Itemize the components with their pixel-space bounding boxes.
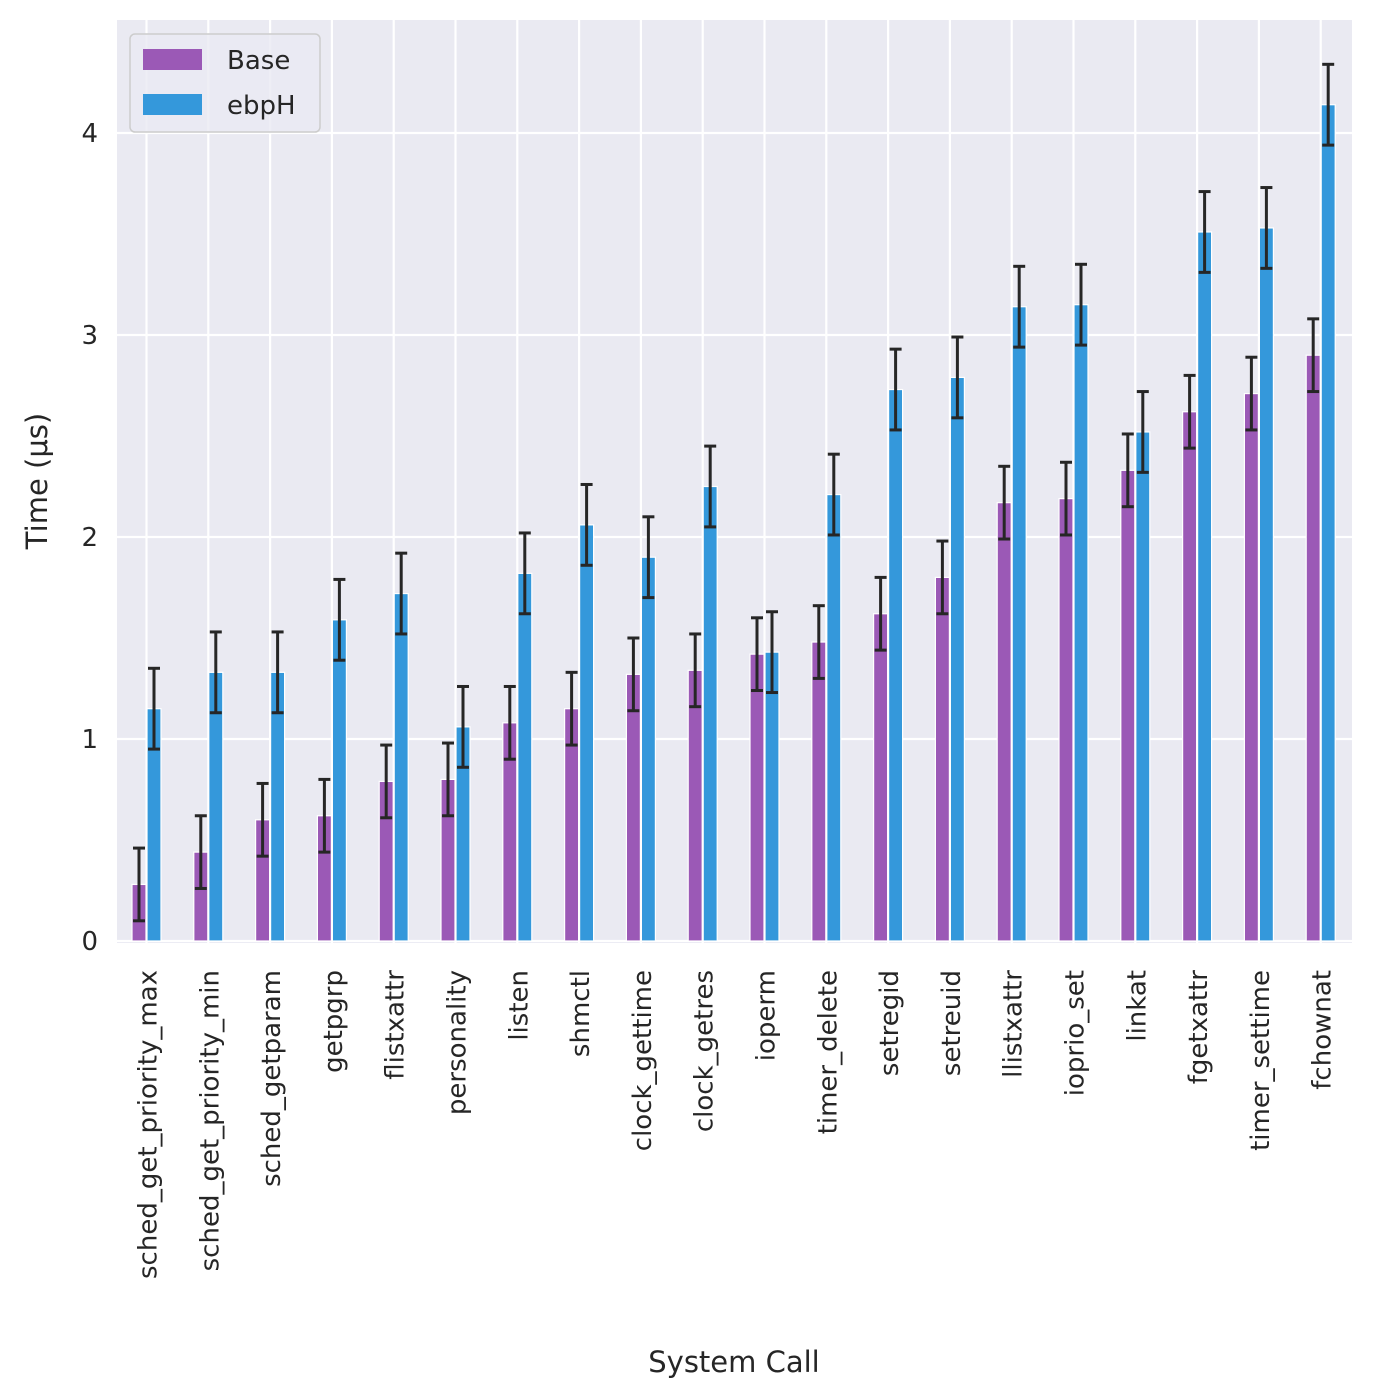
bar-base-fgetxattr [1181, 411, 1198, 942]
y-tick-label: 0 [81, 927, 98, 957]
error-bars [133, 62, 1335, 923]
bar-base-timer_settime [1243, 392, 1260, 942]
bar-ebph-fchownat [1320, 104, 1336, 942]
x-tick-label: shmctl [566, 970, 596, 1057]
bar-ebph-setreuid [949, 376, 966, 942]
bar-base-fchownat [1305, 354, 1321, 942]
bar-ebph-llistxattr [1011, 306, 1027, 942]
legend-swatch-base [143, 49, 202, 70]
x-tick-label: personality [443, 970, 473, 1115]
legend: Base ebpH [129, 33, 321, 133]
y-axis-ticks: 0 1 2 3 4 [81, 119, 98, 957]
x-tick-label: sched_get_priority_max [134, 970, 164, 1279]
bar-ebph-clock_getres [702, 485, 718, 942]
bar-base-setreuid [934, 576, 951, 942]
bar-ebph-flistxattr [393, 592, 409, 942]
x-tick-label: timer_settime [1246, 970, 1276, 1151]
y-tick-label: 2 [81, 523, 98, 553]
x-tick-label: setregid [875, 970, 905, 1076]
x-tick-label: clock_getres [690, 970, 720, 1132]
x-tick-label: linkat [1122, 970, 1152, 1042]
x-tick-label: flistxattr [381, 970, 411, 1080]
x-tick-label: setreuid [937, 970, 967, 1076]
x-tick-label: ioprio_set [1061, 970, 1091, 1096]
x-tick-label: ioperm [752, 970, 782, 1061]
x-tick-label: getpgrp [319, 970, 349, 1073]
bar-base-ioperm [749, 653, 765, 942]
bar-base-timer_delete [811, 641, 827, 942]
bar-ebph-setregid [887, 388, 904, 942]
bar-ebph-timer_delete [826, 493, 842, 942]
bar-ebph-linkat [1135, 431, 1151, 942]
bar-ebph-ioprio_set [1073, 304, 1089, 942]
x-tick-label: fchownat [1308, 970, 1338, 1090]
x-axis-title: System Call [648, 1345, 820, 1379]
bar-ebph-shmctl [578, 524, 595, 942]
y-axis-title: Time (μs) [20, 413, 54, 550]
bar-base-ioprio_set [1058, 498, 1074, 942]
x-axis-ticks: sched_get_priority_max sched_get_priority… [134, 970, 1338, 1279]
bar-ebph-listen [517, 572, 533, 942]
x-tick-label: sched_get_priority_min [195, 970, 225, 1271]
legend-label-ebph: ebpH [227, 91, 296, 121]
x-tick-label: listen [504, 970, 534, 1041]
bar-base-llistxattr [996, 502, 1012, 942]
bar-ebph-getpgrp [331, 619, 347, 942]
x-tick-label: clock_gettime [628, 970, 658, 1151]
y-tick-label: 3 [81, 321, 98, 351]
plot-area [117, 20, 1352, 943]
bar-base-setregid [872, 613, 889, 942]
bar-base-linkat [1120, 469, 1136, 942]
bars [131, 104, 1336, 942]
bar-ebph-timer_settime [1258, 227, 1275, 942]
bar-base-clock_getres [687, 669, 703, 942]
bar-ebph-clock_gettime [640, 556, 657, 942]
y-tick-label: 4 [81, 119, 98, 149]
x-tick-label: llistxattr [999, 970, 1029, 1078]
bar-ebph-ioperm [764, 651, 780, 942]
legend-label-base: Base [227, 46, 290, 76]
bar-base-clock_gettime [625, 673, 642, 942]
legend-swatch-ebph [143, 94, 202, 115]
bar-ebph-fgetxattr [1196, 231, 1213, 942]
x-tick-label: timer_delete [813, 970, 843, 1134]
x-tick-label: fgetxattr [1184, 970, 1214, 1085]
x-tick-label: sched_getparam [257, 970, 287, 1187]
y-tick-label: 1 [81, 725, 98, 755]
